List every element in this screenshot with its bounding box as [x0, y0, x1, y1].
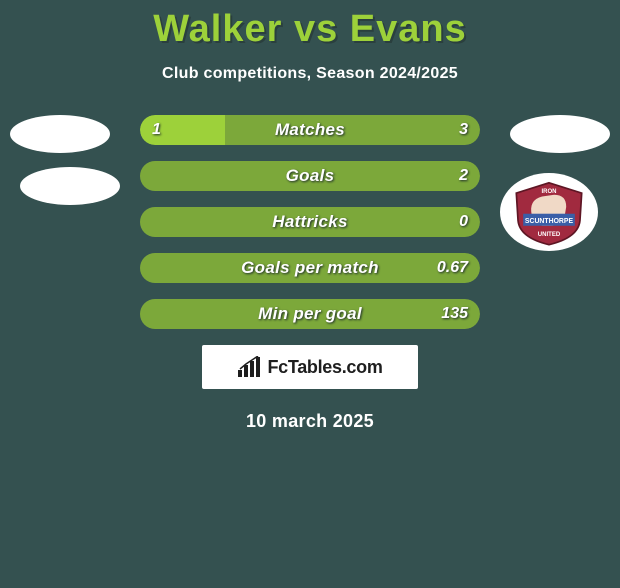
stat-row: Min per goal135: [140, 299, 480, 329]
club-left-crest: [20, 167, 120, 205]
stat-value-right: 0: [459, 207, 468, 237]
scunthorpe-crest-icon: SCUNTHORPE UNITED IRON: [506, 177, 592, 247]
fctables-logo[interactable]: FcTables.com: [202, 345, 418, 389]
svg-text:IRON: IRON: [541, 189, 556, 195]
player-right-badge: [510, 115, 610, 153]
stat-row: Goals2: [140, 161, 480, 191]
logo-text: FcTables.com: [267, 357, 382, 378]
club-right-crest: SCUNTHORPE UNITED IRON: [500, 173, 598, 251]
stat-bars: Matches1 3 Goals2 Hattricks0 Goals per match…: [140, 115, 480, 329]
stat-value-right: 0.67: [437, 253, 468, 283]
stat-value-right: 2: [459, 161, 468, 191]
svg-text:UNITED: UNITED: [538, 232, 561, 238]
comparison-arena: SCUNTHORPE UNITED IRON Matches1 3 Goals2 Ha…: [0, 115, 620, 329]
player-left-badge: [10, 115, 110, 153]
subtitle: Club competitions, Season 2024/2025: [0, 65, 620, 83]
stat-label: Min per goal: [140, 299, 480, 329]
stat-value-left: 1: [152, 115, 161, 145]
stat-label: Matches: [140, 115, 480, 145]
page-title: Walker vs Evans: [0, 8, 620, 51]
stat-row: Hattricks0: [140, 207, 480, 237]
stat-label: Hattricks: [140, 207, 480, 237]
stat-value-right: 135: [441, 299, 468, 329]
svg-text:SCUNTHORPE: SCUNTHORPE: [525, 218, 574, 225]
stat-label: Goals per match: [140, 253, 480, 283]
bars-icon: [237, 356, 263, 378]
stat-row: Matches1 3: [140, 115, 480, 145]
stat-row: Goals per match0.67: [140, 253, 480, 283]
snapshot-date: 10 march 2025: [0, 411, 620, 432]
stat-label: Goals: [140, 161, 480, 191]
stat-value-right: 3: [459, 115, 468, 145]
